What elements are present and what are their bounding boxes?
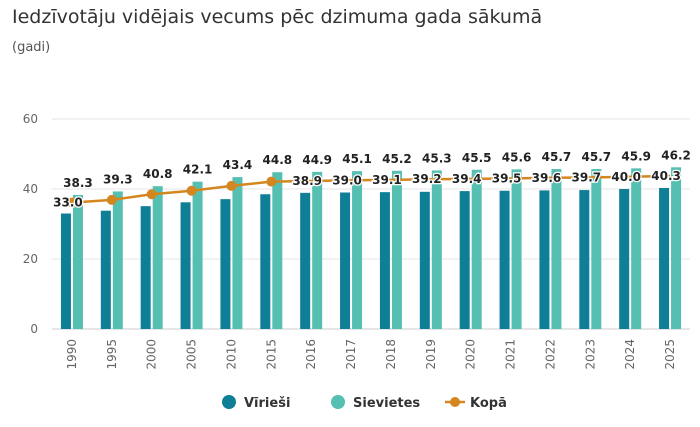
data-label-sievietes: 45.3 — [422, 151, 452, 165]
legend-marker-icon — [331, 395, 345, 409]
bar-sievietes — [72, 194, 83, 329]
x-tick-label: 1995 — [105, 339, 119, 370]
data-label-virieshi: 39.4 — [452, 172, 482, 186]
point-kopa — [186, 185, 197, 196]
x-tick-label: 2017 — [344, 339, 358, 370]
x-tick-label: 2015 — [264, 339, 278, 370]
bar-sievietes — [671, 167, 682, 329]
data-label-virieshi: 40.0 — [611, 170, 641, 184]
x-tick-label: 2021 — [504, 339, 518, 370]
x-tick-label: 2016 — [304, 339, 318, 370]
chart-subtitle: (gadi) — [12, 40, 51, 55]
data-label-virieshi: 39.0 — [332, 173, 362, 187]
bar-virieshi — [659, 187, 670, 329]
legend-item-0[interactable]: Vīrieši — [244, 396, 290, 411]
data-label-sievietes: 45.2 — [382, 152, 412, 166]
data-label-virieshi: 39.2 — [412, 172, 442, 186]
data-label-sievietes: 45.5 — [462, 151, 492, 165]
data-label-virieshi: 38.9 — [292, 174, 322, 188]
data-label-sievietes: 45.1 — [342, 152, 372, 166]
bar-virieshi — [539, 190, 550, 329]
x-tick-label: 2024 — [623, 339, 637, 370]
x-tick-label: 1990 — [65, 339, 79, 370]
x-tick-label: 2020 — [464, 339, 478, 370]
bar-virieshi — [100, 210, 111, 329]
bar-virieshi — [379, 192, 390, 329]
bar-virieshi — [499, 190, 510, 329]
data-label-sievietes: 39.3 — [103, 172, 133, 186]
data-label-virieshi: 39.5 — [492, 172, 522, 186]
legend-marker-icon — [222, 395, 236, 409]
bar-sievietes — [192, 181, 203, 329]
bar-sievietes — [631, 168, 642, 329]
legend-item-1[interactable]: Sievietes — [353, 396, 420, 411]
bar-virieshi — [220, 199, 231, 329]
bar-sievietes — [591, 169, 602, 329]
bar-sievietes — [391, 170, 402, 329]
data-label-sievietes: 45.9 — [621, 149, 651, 163]
point-kopa — [66, 197, 77, 208]
bar-sievietes — [431, 170, 442, 329]
bar-sievietes — [272, 172, 283, 329]
bar-virieshi — [619, 189, 630, 329]
data-label-sievietes: 45.6 — [502, 150, 532, 164]
y-tick-label: 40 — [23, 182, 38, 196]
point-kopa — [226, 180, 237, 191]
data-label-sievietes: 40.8 — [143, 167, 173, 181]
bar-sievietes — [232, 177, 243, 329]
data-label-sievietes: 43.4 — [223, 158, 253, 172]
bar-virieshi — [579, 190, 590, 329]
bar-sievietes — [551, 169, 562, 329]
data-label-sievietes: 38.3 — [63, 176, 93, 190]
x-tick-label: 2005 — [185, 339, 199, 370]
data-label-sievietes: 42.1 — [183, 163, 213, 177]
bar-sievietes — [312, 171, 323, 329]
legend-item-2[interactable]: Kopā — [470, 396, 507, 411]
data-label-sievietes: 45.7 — [582, 150, 612, 164]
bar-virieshi — [140, 206, 151, 329]
bar-sievietes — [152, 186, 163, 329]
bar-virieshi — [300, 192, 311, 329]
bar-virieshi — [260, 194, 271, 329]
x-tick-label: 2019 — [424, 339, 438, 370]
y-tick-label: 60 — [23, 112, 38, 126]
data-label-sievietes: 44.9 — [302, 153, 332, 167]
data-label-virieshi: 39.6 — [532, 171, 562, 185]
x-tick-label: 2023 — [583, 339, 597, 370]
data-label-virieshi: 40.3 — [651, 169, 681, 183]
x-tick-label: 2025 — [663, 339, 677, 370]
bar-sievietes — [112, 191, 123, 329]
point-kopa — [146, 189, 157, 200]
bar-virieshi — [419, 191, 430, 329]
bar-sievietes — [471, 169, 482, 329]
y-tick-label: 0 — [30, 322, 38, 336]
x-tick-label: 2010 — [224, 339, 238, 370]
bar-sievietes — [352, 171, 363, 329]
x-tick-label: 2022 — [543, 339, 557, 370]
data-label-sievietes: 46.2 — [661, 148, 691, 162]
bar-virieshi — [459, 191, 470, 329]
line-kopa — [71, 174, 671, 204]
data-label-virieshi: 39.7 — [572, 170, 602, 184]
point-kopa — [106, 194, 117, 205]
x-tick-label: 2000 — [145, 339, 159, 370]
point-kopa — [266, 176, 277, 187]
data-label-sievietes: 44.8 — [263, 153, 293, 167]
y-tick-label: 20 — [23, 252, 38, 266]
bar-virieshi — [60, 213, 71, 329]
bar-virieshi — [180, 202, 191, 329]
legend-marker-icon — [450, 397, 460, 407]
data-label-virieshi: 33.0 — [53, 196, 83, 210]
data-label-virieshi: 39.1 — [372, 173, 402, 187]
x-tick-label: 2018 — [384, 339, 398, 370]
chart-title: Iedzīvotāju vidējais vecums pēc dzimuma … — [12, 6, 543, 28]
data-label-sievietes: 45.7 — [542, 150, 572, 164]
bar-virieshi — [340, 192, 351, 329]
bar-sievietes — [511, 169, 522, 329]
